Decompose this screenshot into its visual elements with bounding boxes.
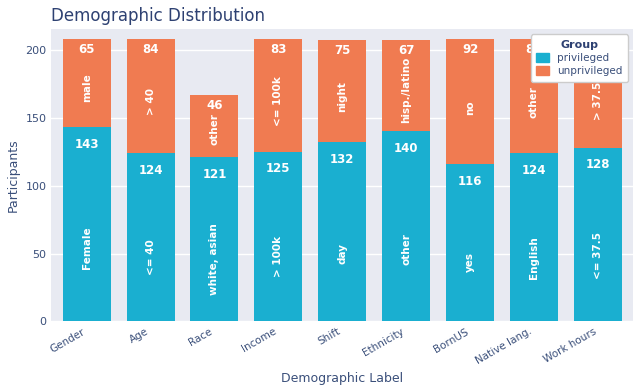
Text: other: other: [401, 233, 411, 265]
Text: 75: 75: [334, 44, 351, 57]
Bar: [63, 39, 111, 127]
Bar: [446, 164, 494, 321]
Bar: [127, 39, 175, 153]
Text: > 100k: > 100k: [273, 236, 284, 278]
Text: <= 100k: <= 100k: [273, 76, 284, 126]
Text: other: other: [529, 85, 539, 118]
Text: 143: 143: [74, 138, 99, 151]
Text: 116: 116: [458, 175, 483, 188]
Bar: [446, 39, 494, 164]
Bar: [318, 142, 366, 321]
Text: 84: 84: [525, 43, 542, 56]
Bar: [318, 40, 366, 142]
Y-axis label: Participants: Participants: [7, 138, 20, 212]
Text: no: no: [465, 100, 475, 115]
Text: 67: 67: [398, 44, 414, 57]
Text: male: male: [82, 73, 92, 102]
Text: 124: 124: [522, 164, 547, 177]
Bar: [254, 39, 302, 152]
Bar: [510, 39, 558, 153]
Bar: [382, 131, 430, 321]
Text: Female: Female: [82, 226, 92, 269]
Legend: privileged, unprivileged: privileged, unprivileged: [531, 34, 628, 82]
Text: 84: 84: [142, 43, 159, 56]
Bar: [254, 152, 302, 321]
Text: 121: 121: [202, 168, 227, 181]
Text: > 37.5: > 37.5: [593, 82, 603, 120]
Text: day: day: [337, 243, 348, 264]
Text: night: night: [337, 81, 348, 112]
Text: 132: 132: [330, 153, 355, 166]
Text: other: other: [209, 113, 220, 145]
Text: yes: yes: [465, 252, 475, 272]
Text: 124: 124: [138, 164, 163, 177]
X-axis label: Demographic Label: Demographic Label: [281, 372, 403, 385]
Text: <= 37.5: <= 37.5: [593, 232, 603, 279]
Text: 65: 65: [78, 43, 95, 56]
Text: 76: 76: [589, 48, 606, 61]
Text: 125: 125: [266, 162, 291, 176]
Text: 128: 128: [586, 158, 610, 171]
Bar: [191, 157, 239, 321]
Text: > 40: > 40: [145, 88, 156, 115]
Text: <= 40: <= 40: [145, 240, 156, 275]
Text: English: English: [529, 236, 539, 279]
Bar: [63, 127, 111, 321]
Text: 140: 140: [394, 142, 419, 155]
Bar: [382, 40, 430, 131]
Bar: [574, 44, 622, 147]
Text: 46: 46: [206, 99, 223, 112]
Text: white, asian: white, asian: [209, 223, 220, 295]
Bar: [574, 147, 622, 321]
Text: hisp./latino: hisp./latino: [401, 57, 411, 123]
Bar: [127, 153, 175, 321]
Bar: [191, 94, 239, 157]
Text: Demographic Distribution: Demographic Distribution: [51, 7, 266, 25]
Text: 83: 83: [270, 43, 287, 56]
Bar: [510, 153, 558, 321]
Text: 92: 92: [462, 43, 478, 56]
